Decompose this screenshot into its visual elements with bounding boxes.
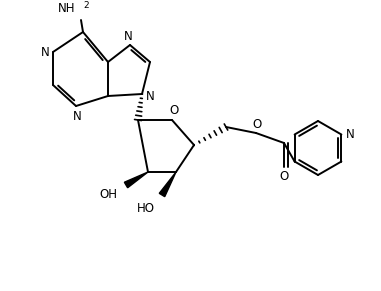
Text: N: N <box>146 90 154 102</box>
Text: N: N <box>346 128 355 141</box>
Text: NH: NH <box>58 3 75 15</box>
Polygon shape <box>159 172 176 197</box>
Text: N: N <box>41 45 50 58</box>
Text: O: O <box>252 118 262 132</box>
Text: N: N <box>73 109 82 123</box>
Text: O: O <box>170 104 179 118</box>
Text: HO: HO <box>137 201 155 214</box>
Text: 2: 2 <box>83 1 89 10</box>
Text: OH: OH <box>99 189 117 201</box>
Text: N: N <box>123 29 132 42</box>
Text: O: O <box>279 171 289 184</box>
Polygon shape <box>124 172 148 188</box>
